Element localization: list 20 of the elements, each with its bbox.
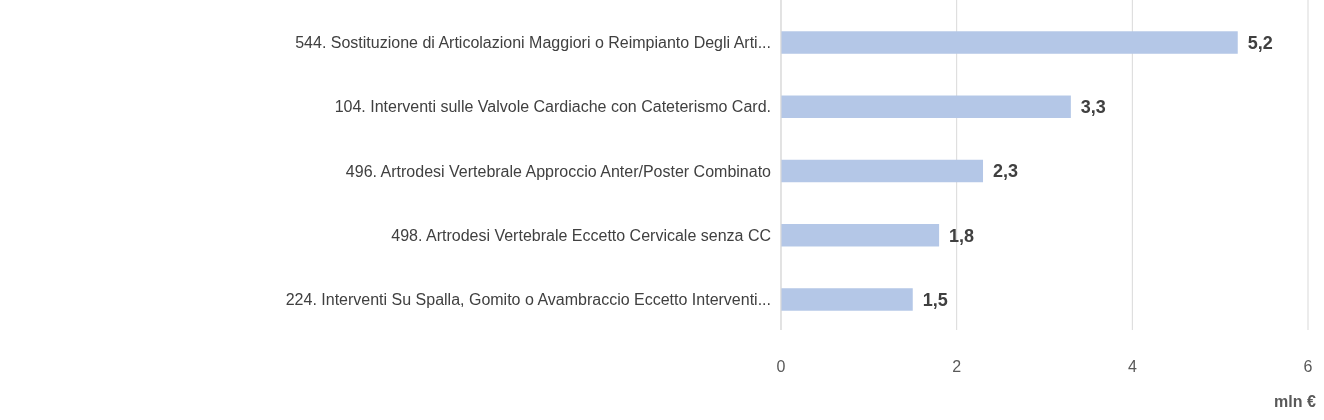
bar: [781, 31, 1238, 54]
data-label: 3,3: [1080, 97, 1106, 118]
bar: [781, 224, 940, 247]
bar: [781, 159, 984, 183]
x-tick-label: 4: [1127, 358, 1137, 375]
x-tick-label: 2: [952, 358, 962, 375]
x-tick-label: 6: [1303, 358, 1313, 375]
bar: [781, 288, 913, 311]
x-axis-title: mln €: [1274, 393, 1316, 410]
y-tick-label: 104. Interventi sulle Valvole Cardiache con Cateterismo Card.: [334, 98, 771, 116]
y-tick-label: 496. Artrodesi Vertebrale Approccio Anter/Poster Combinato: [345, 162, 772, 180]
bar: [781, 95, 1071, 118]
data-label: 2,3: [993, 161, 1019, 182]
data-label: 1,5: [922, 289, 948, 310]
data-label: 5,2: [1247, 32, 1273, 53]
y-tick-label: 224. Interventi Su Spalla, Gomito o Avambraccio Eccetto Interventi...: [285, 291, 771, 309]
y-tick-label: 544. Sostituzione di Articolazioni Maggiori o Reimpianto Degli Arti...: [295, 34, 771, 52]
data-label: 1,8: [949, 225, 975, 246]
y-tick-label: 498. Artrodesi Vertebrale Eccetto Cervicale senza CC: [391, 226, 771, 244]
x-tick-label: 0: [776, 358, 786, 375]
